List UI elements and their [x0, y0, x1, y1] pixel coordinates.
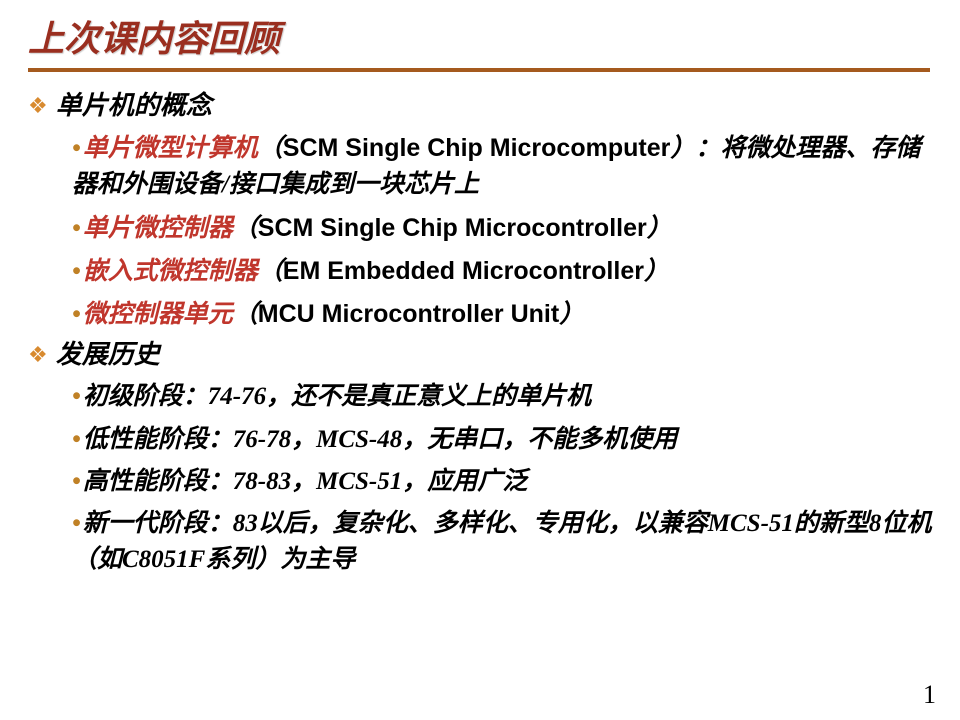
- bullet-icon: •: [72, 301, 81, 328]
- section-heading-text: 发展历史: [56, 339, 160, 371]
- term-red: 单片微控制器: [83, 215, 233, 242]
- term-en: EM Embedded Microcontroller: [283, 257, 644, 285]
- bullet-icon: •: [72, 258, 81, 285]
- list-item: •低性能阶段：76-78，MCS-48，无串口，不能多机使用: [72, 422, 932, 458]
- slide-title: 上次课内容回顾: [28, 10, 932, 62]
- list-item: •初级阶段：74-76，还不是真正意义上的单片机: [72, 379, 932, 415]
- term-red: 嵌入式微控制器: [83, 258, 258, 285]
- item-text: 低性能阶段：76-78，MCS-48，无串口，不能多机使用: [83, 426, 677, 453]
- section-heading: ❖ 发展历史: [28, 339, 932, 371]
- section-heading: ❖ 单片机的概念: [28, 90, 932, 122]
- item-text: 高性能阶段：78-83，MCS-51，应用广泛: [83, 468, 527, 495]
- term-red: 单片微型计算机: [83, 135, 258, 162]
- list-item: •新一代阶段：83以后，复杂化、多样化、专用化，以兼容MCS-51的新型8位机（…: [72, 506, 932, 579]
- diamond-icon: ❖: [28, 90, 48, 122]
- list-item: •单片微控制器（SCM Single Chip Microcontroller）: [72, 210, 932, 247]
- item-text: 新一代阶段：83以后，复杂化、多样化、专用化，以兼容MCS-51的新型8位机（如…: [72, 510, 931, 573]
- slide: 上次课内容回顾 ❖ 单片机的概念 •单片微型计算机（SCM Single Chi…: [0, 0, 960, 579]
- bullet-icon: •: [72, 215, 81, 242]
- paren-open: （: [258, 135, 283, 162]
- term-rest: ）: [644, 258, 669, 285]
- list-item: •微控制器单元（MCU Microcontroller Unit）: [72, 296, 932, 333]
- term-en: SCM Single Chip Microcontroller: [258, 214, 647, 242]
- item-text: 初级阶段：74-76，还不是真正意义上的单片机: [83, 383, 591, 410]
- paren-open: （: [233, 301, 258, 328]
- term-en: SCM Single Chip Microcomputer: [283, 134, 671, 162]
- bullet-icon: •: [72, 468, 81, 495]
- bullet-icon: •: [72, 426, 81, 453]
- bullet-icon: •: [72, 135, 81, 162]
- list-item: •单片微型计算机（SCM Single Chip Microcomputer）：…: [72, 130, 932, 204]
- term-rest: ）: [559, 301, 584, 328]
- bullet-icon: •: [72, 510, 81, 537]
- list-item: •嵌入式微控制器（EM Embedded Microcontroller）: [72, 253, 932, 290]
- bullet-icon: •: [72, 383, 81, 410]
- paren-open: （: [258, 258, 283, 285]
- list-item: •高性能阶段：78-83，MCS-51，应用广泛: [72, 464, 932, 500]
- term-en: MCU Microcontroller Unit: [258, 300, 559, 328]
- paren-open: （: [233, 215, 258, 242]
- term-rest: ）: [647, 215, 672, 242]
- title-underline: [28, 68, 930, 72]
- diamond-icon: ❖: [28, 339, 48, 371]
- section-heading-text: 单片机的概念: [56, 90, 212, 122]
- term-red: 微控制器单元: [83, 301, 233, 328]
- page-number: 1: [923, 680, 936, 710]
